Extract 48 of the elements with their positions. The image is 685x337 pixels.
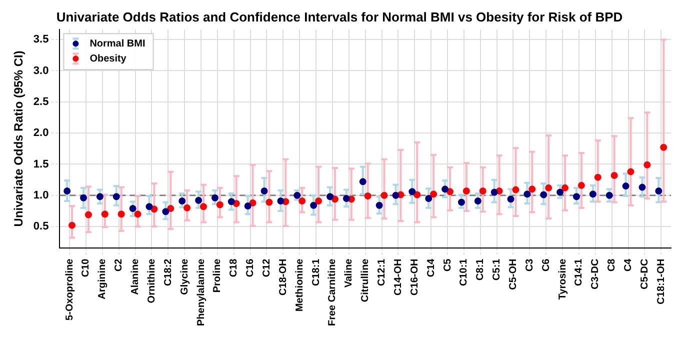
x-tick-label: Methionine <box>294 258 306 312</box>
x-tick-label: C5:1 <box>492 258 503 280</box>
x-tick-label: C12 <box>262 258 272 278</box>
x-tick-label: C5 <box>442 258 454 272</box>
x-tick-label: Glycine <box>179 258 190 295</box>
x-tick-label: Alanine <box>130 258 142 295</box>
legend-label: Obesity <box>90 53 127 64</box>
x-tick-label: C12:1 <box>376 258 388 286</box>
x-tick-label: C5-DC <box>639 258 650 290</box>
x-tick-label: C16-OH <box>409 258 420 296</box>
x-tick-label: Free Carnitine <box>327 258 338 326</box>
x-tick-label: C18 <box>228 258 240 278</box>
y-tick-label: 3.0 <box>33 64 49 77</box>
x-tick-label: C10 <box>80 258 92 278</box>
x-tick-label: C3-DC <box>590 258 602 290</box>
x-tick-label: 5-Oxoproline <box>64 258 76 320</box>
x-tick-label: C2 <box>114 258 125 272</box>
x-tick-label: C5-OH <box>508 258 519 290</box>
x-tick-label: Ornithine <box>146 258 158 304</box>
x-tick-label: C6 <box>540 258 552 272</box>
x-tick-label: Arginine <box>97 258 108 300</box>
chart-title: Univariate Odds Ratios and Confidence Intervals for Normal BMI vs Obesity for Risk of BPD <box>56 9 623 24</box>
y-tick-label: 3.5 <box>33 34 49 46</box>
x-tick-label: C14-OH <box>392 258 404 296</box>
legend-label: Normal BMI <box>90 38 146 50</box>
y-tick-label: 2.5 <box>33 96 49 108</box>
x-tick-label: C14 <box>426 258 437 278</box>
y-tick-label: 2.0 <box>33 127 49 140</box>
x-tick-label: Phenylalanine <box>196 258 207 326</box>
y-axis-title: Univariate Odds Ratio (95% CI) <box>12 50 26 227</box>
y-tick-label: 0.5 <box>33 220 49 233</box>
x-tick-label: C18:2 <box>162 258 174 286</box>
x-tick-label: C14:1 <box>574 258 585 286</box>
x-tick-label: C3 <box>524 258 536 272</box>
x-tick-label: C16 <box>245 258 256 278</box>
y-tick-label: 1.0 <box>33 189 49 202</box>
x-tick-label: Tyrosine <box>557 258 568 300</box>
x-tick-label: C4 <box>623 258 634 272</box>
x-tick-label: Valine <box>344 258 355 288</box>
x-tick-label: C18-OH <box>278 258 289 296</box>
x-tick-label: C18:1-OH <box>656 258 667 304</box>
x-tick-label: C10:1 <box>458 258 470 286</box>
x-tick-label: C8:1 <box>475 258 486 280</box>
x-tick-label: Proline <box>212 258 224 293</box>
y-tick-label: 1.5 <box>33 158 49 170</box>
x-tick-label: C8 <box>606 258 618 272</box>
x-tick-label: Citrulline <box>360 258 372 302</box>
x-tick-label: C18:1 <box>310 258 322 286</box>
